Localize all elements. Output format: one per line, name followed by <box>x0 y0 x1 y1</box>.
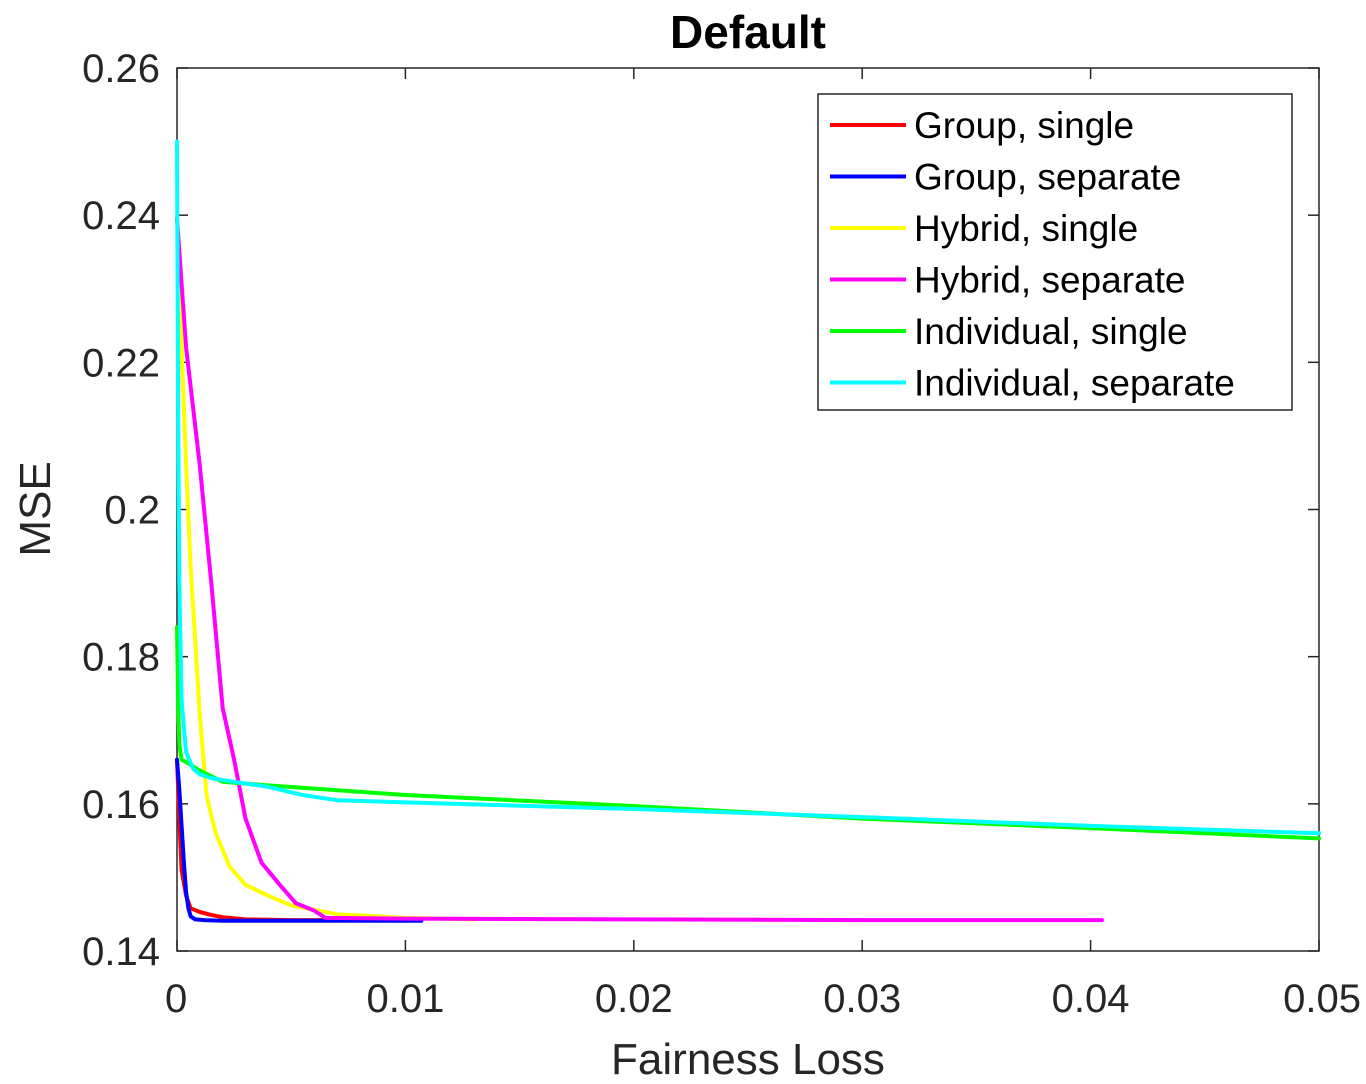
y-tick-label: 0.26 <box>82 47 160 91</box>
x-axis-label: Fairness Loss <box>611 1035 885 1084</box>
series-line-individual-separate <box>175 139 1321 836</box>
series-lines <box>175 139 1321 923</box>
y-axis-label: MSE <box>11 461 60 556</box>
y-tick-label: 0.2 <box>104 489 160 533</box>
series-line-hybrid-single <box>175 213 476 922</box>
axis-ticks: 0 0.01 0.02 0.03 0.04 0.05 0.14 0.16 0.18 0.2 0.22… <box>82 47 1361 1021</box>
chart-title: Default <box>670 6 826 58</box>
legend-box <box>817 93 1293 411</box>
y-tick-label: 0.24 <box>82 194 160 238</box>
series-line-group-separate <box>175 757 424 923</box>
x-tick-label: 0.04 <box>1052 977 1130 1021</box>
x-tick-label: 0 <box>165 977 187 1021</box>
x-tick-label: 0.03 <box>823 977 901 1021</box>
x-tick-label: 0.01 <box>366 977 444 1021</box>
x-tick-label: 0.05 <box>1283 977 1361 1021</box>
legend: Group, single Group, separate Hybrid, sing… <box>817 93 1293 411</box>
series-line-hybrid-separate <box>175 216 1104 923</box>
y-tick-label: 0.16 <box>82 783 160 827</box>
legend-label: Individual, separate <box>914 363 1235 404</box>
y-tick-label: 0.14 <box>82 930 160 974</box>
y-tick-label: 0.18 <box>82 636 160 680</box>
legend-label: Hybrid, separate <box>914 260 1185 301</box>
legend-label: Hybrid, single <box>914 208 1138 249</box>
legend-label: Group, separate <box>914 157 1181 198</box>
legend-label: Group, single <box>914 105 1134 146</box>
legend-label: Individual, single <box>914 311 1188 352</box>
x-tick-label: 0.02 <box>595 977 673 1021</box>
y-tick-label: 0.22 <box>82 341 160 385</box>
